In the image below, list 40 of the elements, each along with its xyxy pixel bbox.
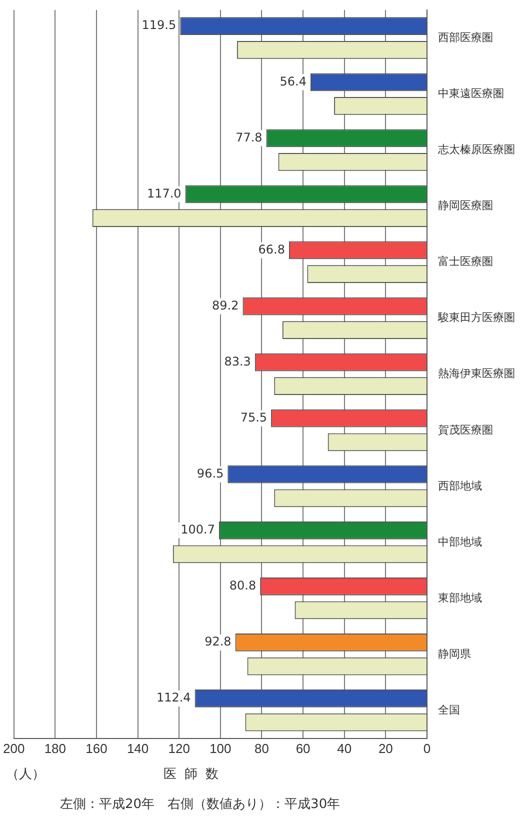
data-label: 56.4 bbox=[280, 74, 306, 88]
x-tick-label: 80 bbox=[254, 740, 269, 756]
data-label: 96.5 bbox=[196, 466, 224, 480]
data-label: 66.8 bbox=[258, 242, 286, 256]
y-tick-label: 富士医療圏 bbox=[438, 255, 493, 268]
x-tick-label: 200 bbox=[2, 740, 25, 756]
data-label: 112.4 bbox=[156, 690, 191, 705]
data-label: 75.5 bbox=[240, 410, 268, 424]
x-tick-label: 0 bbox=[423, 740, 431, 756]
x-tick-label: 180 bbox=[44, 740, 66, 756]
text: 左側：平成20年 右側（数値あり）：平成30年 bbox=[60, 796, 340, 813]
data-label: 83.3 bbox=[224, 354, 251, 368]
text: （人） bbox=[6, 766, 45, 783]
y-tick-label: 熱海伊東医療圏 bbox=[438, 367, 515, 380]
y-tick-label: 東部地域 bbox=[438, 591, 482, 604]
data-label: 117.0 bbox=[146, 186, 182, 200]
x-axis-title: 医師数 bbox=[164, 767, 226, 782]
y-tick-label: 静岡県 bbox=[438, 648, 471, 660]
x-tick-label: 20 bbox=[378, 740, 393, 756]
x-tick-label: 40 bbox=[337, 740, 352, 756]
y-tick-label: 志太榛原医療圏 bbox=[438, 143, 515, 156]
data-label: 92.8 bbox=[204, 634, 232, 649]
y-tick-label: 駿東田方医療圏 bbox=[437, 311, 515, 324]
x-tick-label: 140 bbox=[126, 740, 149, 756]
y-tick-label: 賀茂医療圏 bbox=[438, 423, 493, 436]
y-tick-label: 静岡医療圏 bbox=[438, 199, 493, 212]
x-tick-label: 120 bbox=[168, 740, 190, 756]
y-tick-label: 西部地域 bbox=[438, 479, 482, 492]
y-tick-label: 中部地域 bbox=[438, 535, 482, 548]
data-label: 80.8 bbox=[229, 578, 256, 593]
x-tick-label: 100 bbox=[210, 740, 232, 756]
y-tick-label: 中東遠医療圏 bbox=[438, 87, 504, 100]
x-tick-label: 160 bbox=[86, 740, 108, 756]
y-tick-label: 西部医療圏 bbox=[438, 31, 493, 44]
data-label: 89.2 bbox=[212, 298, 239, 312]
data-label: 100.7 bbox=[180, 522, 215, 537]
data-label: 119.5 bbox=[142, 18, 176, 32]
data-label: 77.8 bbox=[236, 130, 262, 144]
y-tick-label: 全国 bbox=[438, 704, 460, 716]
x-tick-label: 60 bbox=[296, 740, 310, 756]
